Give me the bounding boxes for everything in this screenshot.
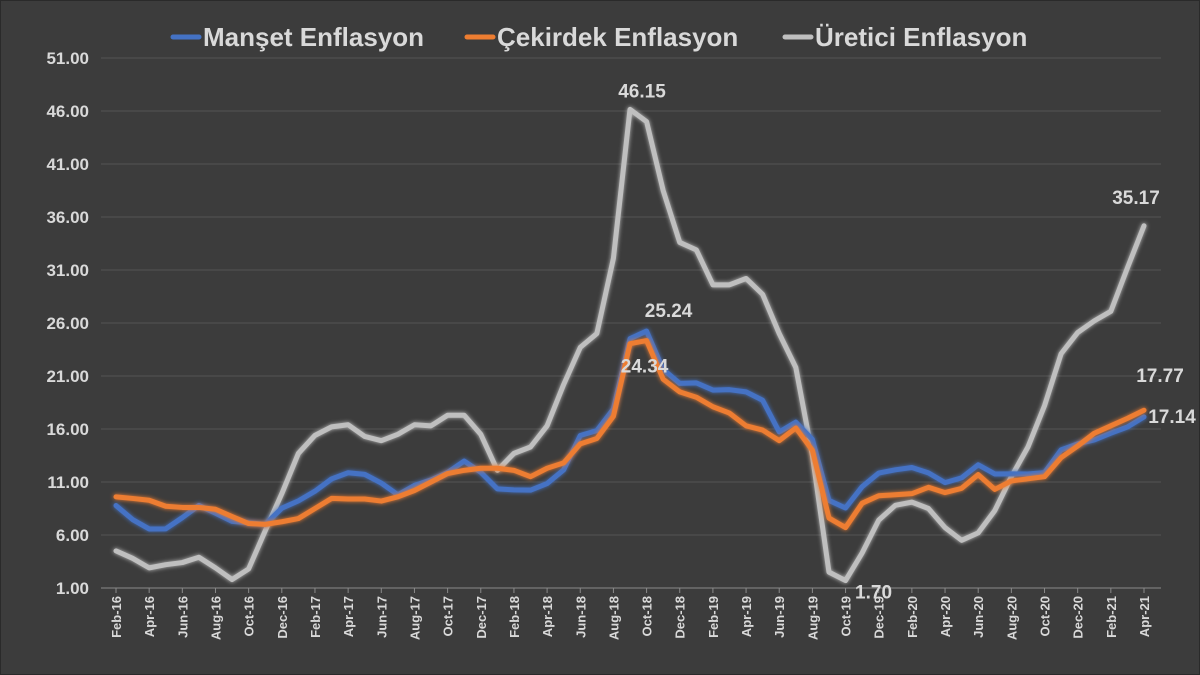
- x-tick-label: Oct-16: [242, 596, 257, 636]
- y-tick-label: 51.00: [46, 49, 89, 68]
- x-tick-label: Apr-18: [540, 596, 555, 637]
- y-tick-label: 31.00: [46, 261, 89, 280]
- y-axis-ticks: 51.00 46.00 41.00 36.00 31.00 26.00 21.00 16.00…: [46, 49, 89, 598]
- x-axis-ticks: Feb-16 Apr-16 Jun-16 Aug-16 Oct-16 Dec-16 Feb-…: [109, 588, 1152, 640]
- series-line-manset-enflasyon: [113, 328, 1147, 532]
- data-label: 17.77: [1136, 366, 1184, 387]
- x-tick-label: Aug-18: [606, 596, 621, 640]
- x-tick-label: Oct-17: [441, 596, 456, 636]
- x-tick-label: Aug-19: [805, 596, 820, 640]
- y-tick-label: 1.00: [56, 579, 89, 598]
- data-label: 1.70: [855, 583, 892, 604]
- x-tick-label: Dec-19: [872, 596, 887, 639]
- legend: Manşet Enflasyon Çekirdek Enflasyon Üretic…: [170, 22, 1027, 52]
- x-tick-label: Feb-21: [1104, 596, 1119, 638]
- x-tick-label: Jun-17: [374, 596, 389, 638]
- x-tick-label: Dec-17: [474, 596, 489, 639]
- x-tick-label: Jun-18: [573, 596, 588, 638]
- x-tick-label: Jun-16: [175, 596, 190, 638]
- x-tick-label: Oct-19: [839, 596, 854, 636]
- x-tick-label: Oct-18: [640, 596, 655, 636]
- x-tick-label: Dec-18: [673, 596, 688, 639]
- data-label: 35.17: [1112, 188, 1160, 209]
- x-tick-label: Jun-20: [971, 596, 986, 638]
- x-tick-label: Apr-21: [1137, 596, 1152, 637]
- x-tick-label: Feb-17: [308, 596, 323, 638]
- x-tick-label: Feb-18: [507, 596, 522, 638]
- x-tick-label: Feb-19: [706, 596, 721, 638]
- x-tick-label: Oct-20: [1038, 596, 1053, 636]
- series-lines: [113, 106, 1147, 584]
- data-label: 24.34: [621, 357, 669, 378]
- x-tick-label: Apr-20: [938, 596, 953, 637]
- data-label: 17.14: [1148, 407, 1196, 428]
- x-tick-label: Dec-20: [1071, 596, 1086, 639]
- legend-label-cekirdek-enflasyon: Çekirdek Enflasyon: [497, 22, 738, 52]
- x-tick-label: Aug-16: [208, 596, 223, 640]
- x-tick-label: Feb-16: [109, 596, 124, 638]
- y-tick-label: 36.00: [46, 208, 89, 227]
- series-line-uretici-enflasyon: [113, 106, 1147, 584]
- x-tick-label: Aug-20: [1004, 596, 1019, 640]
- series-line-cekirdek-enflasyon: [113, 338, 1147, 531]
- data-labels: 46.15 25.24 24.34 1.70 35.17 17.77 17.14: [618, 81, 1196, 603]
- legend-label-manset-enflasyon: Manşet Enflasyon: [203, 22, 424, 52]
- x-tick-label: Aug-17: [407, 596, 422, 640]
- y-tick-label: 16.00: [46, 420, 89, 439]
- x-tick-label: Apr-17: [341, 596, 356, 637]
- data-label: 25.24: [645, 301, 693, 322]
- legend-label-uretici-enflasyon: Üretici Enflasyon: [815, 22, 1027, 52]
- x-tick-label: Apr-16: [142, 596, 157, 637]
- x-tick-label: Feb-20: [905, 596, 920, 638]
- x-tick-label: Jun-19: [772, 596, 787, 638]
- y-tick-label: 21.00: [46, 367, 89, 386]
- y-tick-label: 6.00: [56, 526, 89, 545]
- x-tick-label: Dec-16: [275, 596, 290, 639]
- y-tick-label: 11.00: [47, 473, 89, 492]
- y-tick-label: 41.00: [46, 155, 89, 174]
- y-tick-label: 46.00: [46, 102, 89, 121]
- gridlines: [101, 57, 1161, 589]
- y-tick-label: 26.00: [46, 314, 89, 333]
- x-tick-label: Apr-19: [739, 596, 754, 637]
- data-label: 46.15: [618, 81, 666, 102]
